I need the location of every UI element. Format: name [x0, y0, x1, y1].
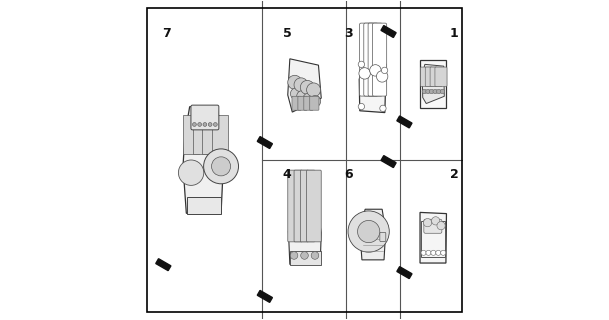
Circle shape [290, 88, 302, 100]
Circle shape [211, 157, 231, 176]
Polygon shape [183, 107, 223, 213]
Polygon shape [359, 57, 386, 113]
Circle shape [348, 211, 389, 252]
Circle shape [433, 89, 437, 94]
Text: 2: 2 [450, 168, 459, 181]
Polygon shape [422, 64, 445, 104]
Circle shape [192, 123, 196, 126]
Circle shape [440, 89, 445, 94]
FancyBboxPatch shape [359, 23, 374, 96]
Circle shape [300, 80, 314, 94]
Circle shape [421, 250, 426, 255]
FancyBboxPatch shape [425, 67, 437, 86]
Circle shape [441, 250, 446, 255]
Circle shape [311, 252, 319, 259]
Polygon shape [381, 156, 396, 168]
FancyBboxPatch shape [202, 115, 219, 154]
FancyBboxPatch shape [192, 115, 209, 154]
FancyBboxPatch shape [380, 232, 385, 242]
Circle shape [294, 78, 308, 92]
Circle shape [436, 250, 441, 255]
Text: 5: 5 [283, 27, 292, 40]
FancyBboxPatch shape [304, 96, 313, 110]
FancyBboxPatch shape [191, 105, 219, 130]
Polygon shape [397, 116, 412, 128]
Circle shape [422, 89, 426, 94]
FancyBboxPatch shape [435, 67, 447, 86]
Circle shape [358, 61, 365, 68]
Circle shape [208, 123, 212, 126]
Polygon shape [289, 211, 322, 264]
Circle shape [431, 250, 436, 255]
Polygon shape [257, 291, 272, 302]
Polygon shape [156, 259, 171, 271]
FancyBboxPatch shape [364, 23, 378, 96]
FancyBboxPatch shape [373, 23, 387, 96]
FancyBboxPatch shape [420, 67, 432, 86]
FancyBboxPatch shape [424, 219, 442, 233]
Circle shape [214, 123, 217, 126]
Polygon shape [397, 267, 412, 279]
Circle shape [301, 252, 308, 259]
Circle shape [376, 71, 388, 82]
Circle shape [309, 96, 321, 107]
Circle shape [432, 217, 440, 225]
Circle shape [381, 67, 388, 74]
Polygon shape [360, 209, 385, 260]
Text: 4: 4 [283, 168, 292, 181]
Circle shape [178, 160, 204, 185]
Polygon shape [381, 26, 396, 37]
Text: 1: 1 [450, 27, 459, 40]
FancyBboxPatch shape [430, 67, 442, 86]
FancyBboxPatch shape [300, 170, 315, 242]
Circle shape [429, 89, 434, 94]
Circle shape [437, 221, 445, 230]
Circle shape [203, 149, 239, 184]
Polygon shape [420, 212, 446, 263]
Circle shape [426, 89, 430, 94]
FancyBboxPatch shape [290, 251, 321, 265]
Circle shape [370, 65, 381, 76]
FancyBboxPatch shape [298, 96, 307, 110]
Text: 3: 3 [344, 27, 353, 40]
FancyBboxPatch shape [292, 96, 301, 110]
Circle shape [437, 89, 441, 94]
FancyBboxPatch shape [211, 115, 228, 154]
Circle shape [426, 250, 431, 255]
FancyBboxPatch shape [183, 115, 200, 154]
FancyBboxPatch shape [186, 197, 221, 214]
Text: 7: 7 [162, 27, 171, 40]
Text: 6: 6 [344, 168, 353, 181]
Polygon shape [420, 60, 446, 108]
Circle shape [357, 220, 380, 243]
Circle shape [380, 105, 386, 112]
Circle shape [203, 123, 207, 126]
Polygon shape [287, 59, 322, 112]
Circle shape [297, 91, 308, 102]
Circle shape [290, 252, 298, 259]
Circle shape [303, 93, 314, 105]
Circle shape [359, 68, 370, 79]
Circle shape [306, 83, 320, 97]
Polygon shape [257, 137, 272, 148]
Circle shape [287, 75, 301, 89]
FancyBboxPatch shape [306, 170, 321, 242]
FancyBboxPatch shape [368, 23, 382, 96]
FancyBboxPatch shape [294, 170, 309, 242]
Circle shape [198, 123, 202, 126]
Circle shape [423, 219, 432, 227]
FancyBboxPatch shape [288, 170, 303, 242]
FancyBboxPatch shape [310, 96, 319, 110]
Circle shape [358, 103, 365, 110]
